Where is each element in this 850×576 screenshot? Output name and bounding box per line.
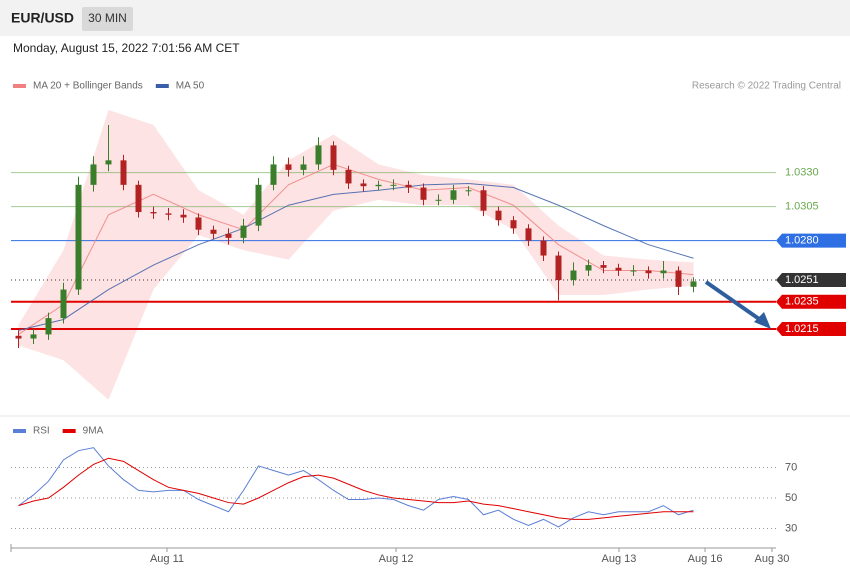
level-tag	[776, 273, 846, 288]
level-label: 1.0280	[785, 234, 819, 246]
x-tick-label: Aug 12	[379, 553, 414, 565]
x-tick-label: Aug 11	[150, 553, 184, 565]
candle-body	[300, 164, 307, 170]
candle-body	[495, 210, 502, 221]
legend-swatch	[62, 429, 76, 433]
candle-body	[555, 255, 562, 281]
level-label: 1.0235	[785, 296, 819, 308]
candle-body	[30, 334, 37, 339]
candle-body	[165, 213, 172, 215]
candle-body	[510, 220, 517, 229]
candle-body	[45, 318, 52, 335]
candle-body	[675, 270, 682, 287]
candle-body	[285, 164, 292, 170]
candle-body	[330, 145, 337, 170]
candle-body	[405, 184, 412, 188]
level-label: 1.0251	[785, 274, 819, 286]
candle-body	[465, 190, 472, 192]
candle-body	[150, 212, 157, 214]
candle-body	[225, 233, 232, 238]
candle-body	[270, 164, 277, 185]
x-tick-label: Aug 16	[688, 553, 723, 565]
candle-body	[120, 160, 127, 185]
candle-body	[195, 217, 202, 230]
candle-body	[60, 289, 67, 319]
candle-body	[420, 187, 427, 200]
candle-body	[480, 190, 487, 211]
candle-body	[345, 169, 352, 184]
candle-body	[660, 270, 667, 274]
indicator-line	[18, 457, 694, 520]
source: Research © 2022 Trading Central	[692, 81, 841, 92]
x-tick-label: Aug 13	[602, 553, 637, 565]
legend-label: RSI	[33, 426, 50, 437]
header-bar	[0, 0, 850, 36]
candle-body	[630, 270, 637, 272]
forecast-arrow	[704, 280, 771, 329]
legend-swatch	[155, 84, 169, 88]
legend-swatch	[13, 429, 26, 433]
candle-body	[645, 270, 652, 274]
interval[interactable]: 30 MIN	[88, 11, 127, 25]
level-tag	[776, 233, 846, 248]
candle-body	[255, 184, 262, 226]
interval-button[interactable]	[82, 7, 133, 31]
candle-body	[75, 184, 82, 290]
price-panel: 1.0330 1.0305 1.0280 1.0251 1.0235 1.0215 MA 2…	[11, 81, 846, 400]
indicator-line	[18, 447, 694, 528]
candle-body	[435, 199, 442, 201]
legend-label: 9MA	[83, 426, 104, 437]
x-tick-label: Aug 30	[755, 553, 790, 565]
moving-average	[18, 163, 694, 335]
candle-body	[105, 160, 112, 165]
timestamp: Monday, August 15, 2022 7:01:56 AM CET	[13, 41, 240, 55]
candle-body	[90, 164, 97, 185]
level-label: 1.0215	[785, 323, 819, 335]
candle-body	[315, 145, 322, 165]
level-tag	[776, 294, 846, 309]
rsi-panel: 30 50 70 Aug 11 Aug 12 Aug 13 Aug 16 Aug 30 RSI 9…	[10, 426, 797, 565]
candle-body	[135, 184, 142, 213]
level-label: 1.0330	[785, 166, 819, 178]
legend-swatch	[13, 84, 26, 88]
candle-body	[360, 183, 367, 187]
candle-body	[615, 267, 622, 271]
candle-body	[540, 240, 547, 256]
bollinger-band	[18, 110, 694, 400]
level-tag	[776, 321, 846, 336]
candle-body	[390, 184, 397, 186]
candle-body	[525, 228, 532, 241]
candle-body	[375, 184, 382, 187]
y-tick-label: 30	[785, 522, 797, 534]
candle-body	[600, 265, 607, 268]
candle-body	[210, 229, 217, 234]
moving-average	[18, 182, 694, 331]
candle-body	[180, 214, 187, 218]
y-tick-label: 50	[785, 492, 797, 504]
candle-body	[690, 281, 697, 287]
legend-label: MA 20 + Bollinger Bands	[33, 81, 143, 92]
symbol: EUR/USD	[11, 10, 74, 26]
y-tick-label: 70	[785, 461, 797, 473]
candle-body	[15, 335, 22, 339]
candle-body	[450, 190, 457, 200]
legend-label: MA 50	[176, 81, 205, 92]
candle-body	[570, 270, 577, 281]
level-label: 1.0305	[785, 200, 819, 212]
candle-body	[240, 225, 247, 238]
candle-body	[585, 265, 592, 271]
